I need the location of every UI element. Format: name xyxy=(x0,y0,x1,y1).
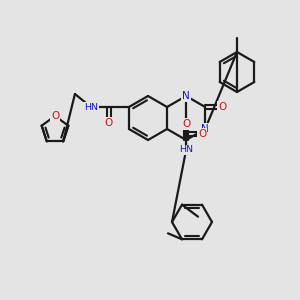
Text: O: O xyxy=(218,102,226,112)
Text: O: O xyxy=(182,119,190,129)
Text: HN: HN xyxy=(84,103,98,112)
Text: N: N xyxy=(182,91,190,101)
Text: N: N xyxy=(201,124,209,134)
Text: O: O xyxy=(105,118,113,128)
Text: O: O xyxy=(51,111,59,121)
Text: HN: HN xyxy=(179,146,193,154)
Text: O: O xyxy=(198,129,206,139)
